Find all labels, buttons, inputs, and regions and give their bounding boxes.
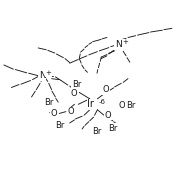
Text: -6: -6 — [99, 99, 106, 105]
Text: +: + — [122, 39, 128, 45]
Text: Br: Br — [44, 98, 53, 107]
Text: Br: Br — [126, 101, 136, 110]
Text: Br: Br — [72, 80, 81, 89]
Text: N: N — [39, 71, 45, 81]
Text: Br: Br — [92, 127, 101, 136]
Text: O: O — [105, 111, 111, 120]
Text: +: + — [46, 70, 52, 76]
Text: O: O — [70, 89, 77, 98]
Text: O: O — [119, 101, 125, 110]
Text: Br: Br — [55, 121, 65, 130]
Text: N: N — [115, 40, 122, 49]
Text: O: O — [67, 107, 74, 117]
Text: Br: Br — [108, 124, 117, 133]
Text: O: O — [50, 109, 57, 118]
Text: Ir: Ir — [87, 99, 94, 109]
Text: O: O — [103, 85, 109, 94]
